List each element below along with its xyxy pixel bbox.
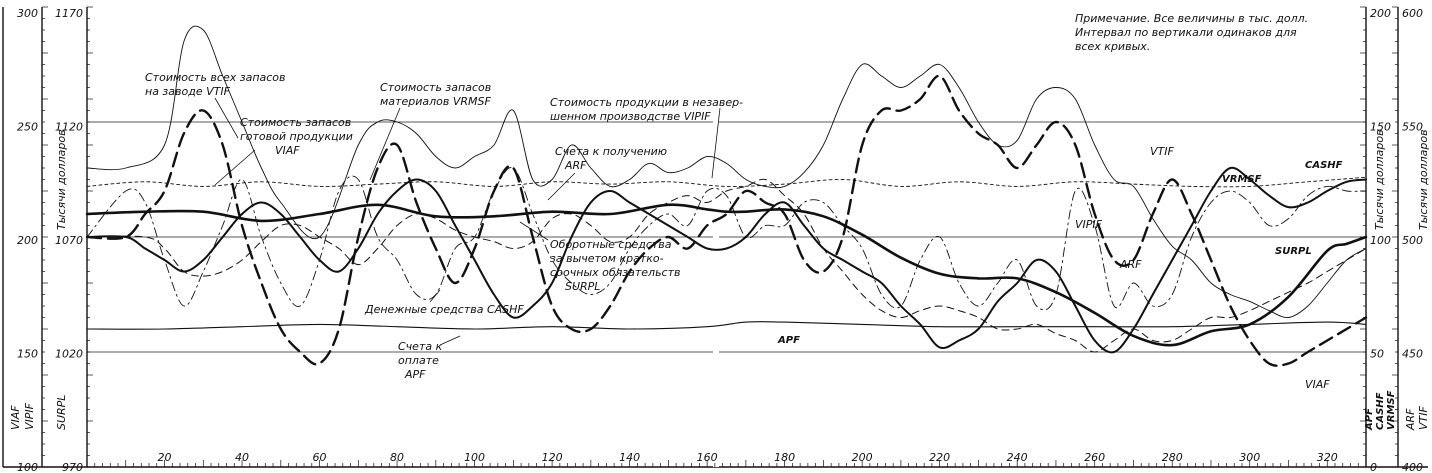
svg-text:срочных обязательств: срочных обязательств xyxy=(550,266,681,279)
label-surpl: SURPL xyxy=(1275,246,1312,257)
svg-text:APF: APF xyxy=(1364,408,1375,431)
svg-text:VIAF: VIAF xyxy=(275,144,300,157)
left-inner-tick-label: 1170 xyxy=(55,7,83,20)
label-viaf: VIAF xyxy=(1305,378,1330,391)
x-tick-label: 60 xyxy=(313,451,327,464)
x-tick-label: 180 xyxy=(774,451,795,464)
label-arf: ARF xyxy=(1119,258,1142,271)
annotation-apf: Счета к оплате APF xyxy=(398,335,461,381)
left-inner-tick-label: 1020 xyxy=(55,348,83,361)
left-outer-tick-label: 200 xyxy=(17,234,38,247)
left-inner-tick-label: 1070 xyxy=(55,234,83,247)
svg-text:Тысячи долларов: Тысячи долларов xyxy=(55,129,68,230)
x-tick-label: 80 xyxy=(390,451,404,464)
left-outer-tick-label: 150 xyxy=(17,348,38,361)
svg-text:CASHF: CASHF xyxy=(1375,392,1386,430)
note-line-3: всех кривых. xyxy=(1075,40,1150,53)
svg-text:оплате: оплате xyxy=(398,354,439,367)
svg-text:шенном производстве VIPIF: шенном производстве VIPIF xyxy=(550,110,711,123)
svg-text:Оборотные средства: Оборотные средства xyxy=(550,238,672,251)
right-inner-tick-label: 50 xyxy=(1370,348,1384,361)
right-inner-tick-label: 100 xyxy=(1370,234,1391,247)
left-outer-tick-label: 100 xyxy=(17,461,38,473)
right-outer-tick-label: 400 xyxy=(1402,461,1423,473)
x-tick-label: 200 xyxy=(852,451,873,464)
left-inner-tick-label: 1120 xyxy=(55,121,83,134)
x-tick-label: 240 xyxy=(1007,451,1028,464)
left-axis-labels: VIAF VIPIF Тысячи долларов SURPL xyxy=(9,129,68,430)
svg-text:готовой продукции: готовой продукции xyxy=(240,130,353,143)
svg-text:VIAF: VIAF xyxy=(9,405,22,430)
x-tick-label: 160 xyxy=(697,451,718,464)
tick-layer: 20 40 60 80 100 120 140 160 180 200 220 240 260 280 30… xyxy=(17,6,1423,473)
label-vtif: VTIF xyxy=(1150,145,1174,158)
svg-text:VTIF: VTIF xyxy=(1417,406,1430,430)
right-axis-labels: Тысячи долларов APF CASHF VRMSF Тысячи д… xyxy=(1364,129,1430,431)
note-line-1: Примечание. Все величины в тыс. долл. xyxy=(1075,12,1308,25)
label-cashf: CASHF xyxy=(1305,160,1343,171)
svg-text:VRMSF: VRMSF xyxy=(1386,390,1397,430)
svg-text:Счета к получению: Счета к получению xyxy=(555,145,667,158)
svg-text:VIPIF: VIPIF xyxy=(23,402,36,430)
right-outer-tick-label: 600 xyxy=(1402,7,1423,20)
svg-text:Стоимость запасов: Стоимость запасов xyxy=(380,81,491,94)
svg-text:SURPL: SURPL xyxy=(55,395,68,430)
note-line-2: Интервал по вертикали одинаков для xyxy=(1075,26,1297,39)
svg-text:материалов VRMSF: материалов VRMSF xyxy=(380,95,491,108)
x-tick-label: 300 xyxy=(1239,451,1260,464)
right-outer-tick-label: 550 xyxy=(1402,121,1423,134)
svg-text:APF: APF xyxy=(404,368,426,381)
x-tick-label: 260 xyxy=(1084,451,1105,464)
annotation-viaf: Стоимость запасов готовой продукции VIAF xyxy=(214,116,353,186)
svg-text:SURPL: SURPL xyxy=(565,280,600,293)
left-outer-tick-label: 250 xyxy=(17,121,38,134)
label-vrmsf: VRMSF xyxy=(1222,174,1262,185)
svg-text:на заводе VTIF: на заводе VTIF xyxy=(145,85,231,98)
right-inner-tick-label: 0 xyxy=(1370,461,1377,473)
svg-text:Тысячи долларов: Тысячи долларов xyxy=(1373,129,1386,230)
series-layer xyxy=(85,25,1368,367)
right-outer-tick-label: 500 xyxy=(1402,234,1423,247)
annotation-vtif: Стоимость всех запасов на заводе VTIF xyxy=(145,71,286,139)
right-inner-tick-label: 200 xyxy=(1370,7,1391,20)
svg-text:Счета к: Счета к xyxy=(398,340,443,353)
series-line-surpl xyxy=(85,203,1368,347)
annotation-cashf: Денежные средства CASHF xyxy=(364,289,524,316)
x-tick-label: 220 xyxy=(929,451,950,464)
label-apf: APF xyxy=(777,335,800,346)
right-outer-tick-label: 450 xyxy=(1402,348,1423,361)
svg-text:Стоимость всех запасов: Стоимость всех запасов xyxy=(145,71,286,84)
left-inner-tick-label: 970 xyxy=(62,461,83,473)
x-tick-label: 40 xyxy=(235,451,249,464)
annotation-surpl: Оборотные средства за вычетом кратко- ср… xyxy=(519,221,681,293)
x-tick-label: 320 xyxy=(1317,451,1338,464)
series-line-vipif xyxy=(86,178,1367,353)
label-vipif: VIPIF xyxy=(1075,218,1103,231)
series-line-arf xyxy=(86,166,1367,311)
svg-text:Денежные средства CASHF: Денежные средства CASHF xyxy=(364,303,524,316)
svg-text:ARF: ARF xyxy=(564,159,587,172)
series-line-apf xyxy=(86,321,1367,330)
svg-text:за вычетом кратко-: за вычетом кратко- xyxy=(550,252,664,265)
x-tick-label: 120 xyxy=(542,451,563,464)
series-line-vtif xyxy=(86,25,1367,318)
series-line-viaf xyxy=(85,74,1368,367)
left-outer-tick-label: 300 xyxy=(17,7,38,20)
series-line-cashf xyxy=(86,166,1367,354)
svg-text:Стоимость запасов: Стоимость запасов xyxy=(240,116,351,129)
series-line-vrmsf xyxy=(86,176,1367,188)
x-tick-label: 280 xyxy=(1162,451,1183,464)
svg-text:Стоимость продукции в незавер-: Стоимость продукции в незавер- xyxy=(550,96,743,109)
annotation-arf: Счета к получению ARF xyxy=(547,145,667,201)
right-inner-tick-label: 150 xyxy=(1370,121,1391,134)
svg-text:ARF: ARF xyxy=(1404,408,1417,431)
svg-text:Тысячи долларов: Тысячи долларов xyxy=(1417,129,1430,230)
annotation-vipif: Стоимость продукции в незавер- шенном пр… xyxy=(550,96,743,179)
x-tick-label: 140 xyxy=(619,451,640,464)
annotation-vrmsf: Стоимость запасов материалов VRMSF xyxy=(369,81,491,181)
x-tick-label: 20 xyxy=(158,451,172,464)
x-tick-label: 100 xyxy=(464,451,485,464)
